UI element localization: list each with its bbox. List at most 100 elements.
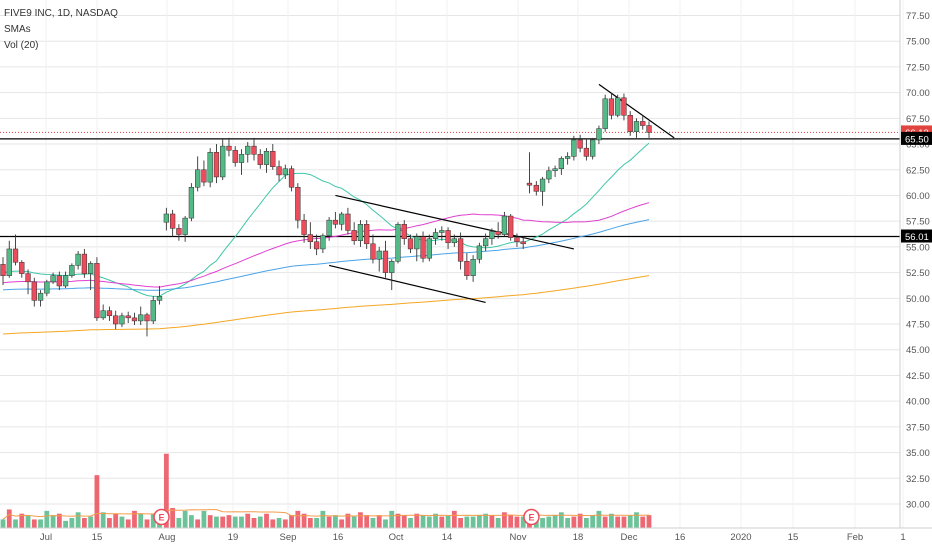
time-tick-label: 16 — [333, 532, 344, 543]
symbol-title[interactable]: FIVE9 INC, 1D, NASDAQ — [4, 8, 118, 19]
candle-body — [232, 149, 238, 163]
volume-bar — [345, 513, 351, 528]
volume-bar — [38, 519, 43, 528]
sma-200-line — [2, 275, 650, 335]
candle — [94, 257, 100, 321]
candle — [382, 240, 389, 278]
volume-bar — [339, 519, 345, 528]
price-tick-label: 75.00 — [906, 37, 930, 48]
candle-body — [376, 250, 382, 260]
candle-body — [245, 145, 251, 155]
sma-legend[interactable]: SMAs — [4, 24, 31, 35]
time-tick-label: 19 — [228, 532, 239, 543]
candle — [407, 234, 414, 254]
candle-body — [633, 121, 640, 132]
volume-bar — [94, 475, 100, 528]
candle-body — [19, 262, 25, 274]
candle — [6, 240, 12, 278]
candle — [476, 242, 483, 264]
candle — [615, 94, 621, 118]
volume-bar — [195, 519, 201, 528]
candle-body — [577, 139, 583, 149]
candle-body — [106, 310, 113, 317]
candle-body — [81, 253, 88, 274]
volume-bar — [88, 516, 94, 528]
candle-body — [364, 224, 370, 245]
volume-bar — [326, 516, 332, 528]
candle-body — [213, 152, 220, 178]
candle — [345, 207, 351, 235]
candle — [201, 160, 207, 187]
price-tick-label: 67.50 — [906, 114, 930, 125]
volume-bar — [489, 515, 495, 528]
volume-bar — [621, 516, 627, 528]
volume-bar — [495, 518, 501, 528]
candle-body — [276, 166, 282, 176]
volume-bar — [420, 515, 426, 528]
time-tick-label: Sep — [280, 532, 297, 543]
volume-bar — [470, 516, 476, 528]
candle — [44, 279, 50, 297]
volume-bar — [364, 515, 370, 528]
candle — [106, 306, 113, 321]
volume-bar — [520, 516, 526, 528]
axes: 77.50 75.00 72.50 70.00 67.50 65.00 62.50 60.00… — [0, 0, 932, 543]
candle-body — [188, 186, 195, 219]
candle — [564, 152, 571, 165]
candle — [25, 269, 31, 295]
candle — [113, 310, 119, 330]
time-tick-label: Oct — [389, 532, 404, 543]
volume-bar — [31, 519, 37, 528]
volume-bar — [408, 518, 413, 528]
candle-body — [370, 243, 376, 260]
candle-body — [615, 97, 621, 116]
trendline — [328, 264, 486, 304]
candle — [0, 257, 6, 285]
candle-body — [470, 258, 476, 276]
candle — [389, 259, 395, 291]
volume-bar — [239, 516, 244, 528]
candle-body — [131, 317, 138, 322]
vol-legend[interactable]: Vol (20) — [4, 40, 39, 51]
candle — [332, 211, 339, 229]
candle-body — [182, 217, 188, 235]
candle-body — [195, 169, 201, 188]
volume-bar — [25, 515, 31, 528]
candles — [0, 92, 652, 337]
level-label-1-text: 65.50 — [905, 134, 929, 145]
volume-bar — [646, 515, 652, 528]
candle — [445, 227, 451, 249]
candle-body — [226, 145, 232, 151]
candle — [590, 137, 596, 160]
candle-body — [156, 296, 163, 301]
candle — [156, 285, 163, 305]
earnings-marker-label: E — [158, 513, 164, 523]
price-tick-label: 70.00 — [906, 88, 930, 99]
candle-body — [31, 281, 37, 301]
candle — [432, 228, 439, 245]
volume-bar — [640, 516, 646, 528]
volume-bar — [395, 513, 401, 528]
volume-bar — [565, 518, 571, 528]
candle — [501, 211, 508, 237]
candle-body — [288, 168, 295, 188]
candle-body — [113, 315, 119, 325]
volume-bar — [257, 516, 263, 528]
price-tick-label: 37.50 — [906, 422, 930, 433]
candle — [150, 296, 156, 325]
volume-bar — [50, 515, 56, 528]
candle-body — [640, 121, 646, 126]
candle-body — [339, 213, 345, 225]
candle — [646, 121, 652, 138]
time-tick-label: Dec — [621, 532, 638, 543]
candle — [176, 224, 182, 241]
candle-body — [395, 224, 401, 262]
candle — [602, 94, 608, 132]
candle-body — [326, 219, 332, 236]
candle-body — [546, 170, 552, 180]
volume-bar — [439, 516, 445, 528]
price-tick-label: 35.00 — [906, 448, 930, 459]
volume-bar — [577, 513, 583, 528]
